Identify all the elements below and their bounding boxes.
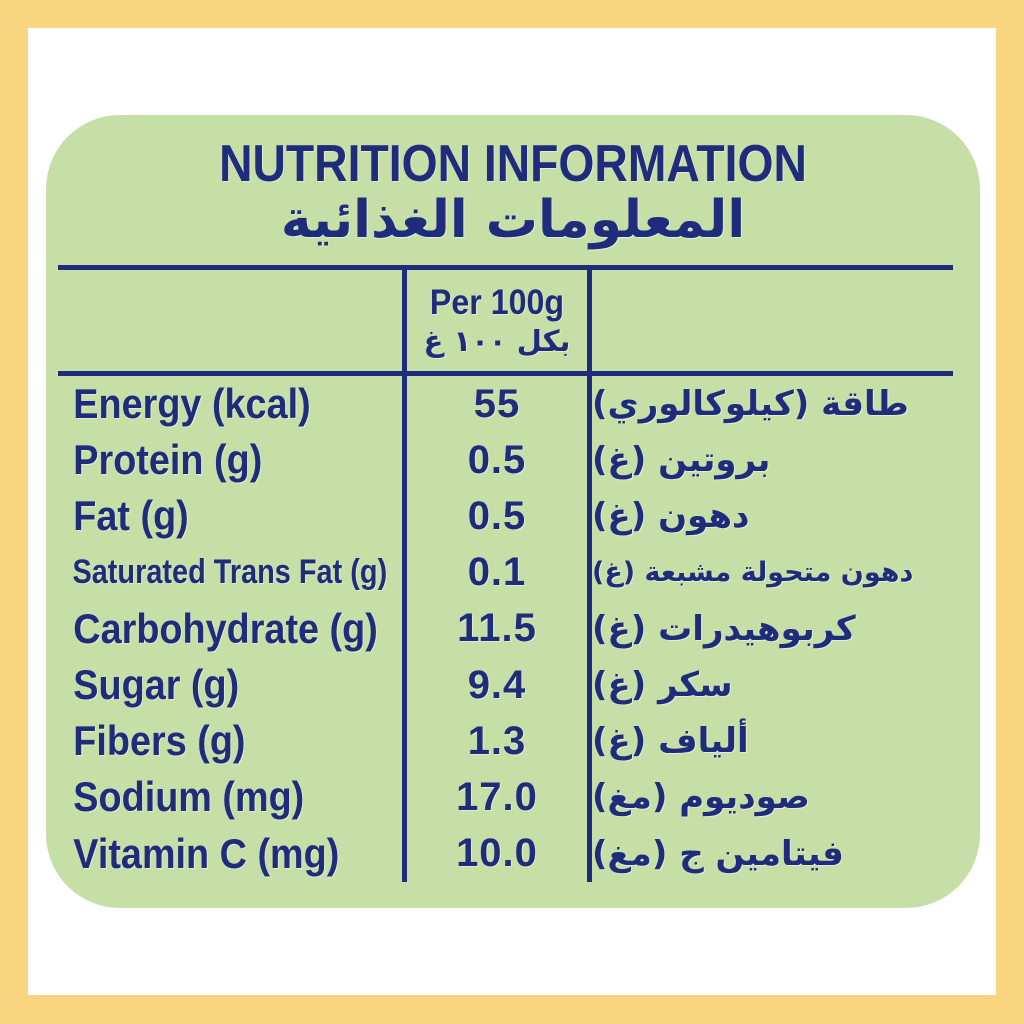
nutrient-name-english: Sodium (mg)	[73, 773, 305, 821]
nutrition-panel: NUTRITION INFORMATION المعلومات الغذائية…	[46, 115, 980, 908]
nutrient-value-per-100g: 55	[402, 376, 592, 433]
nutrient-name-english: Carbohydrate (g)	[73, 604, 378, 652]
nutrient-name-arabic: طاقة (كيلوكالوري)	[592, 384, 909, 425]
nutrient-name-english: Sugar (g)	[73, 661, 240, 709]
nutrient-name-english: Protein (g)	[73, 436, 263, 484]
nutrient-name-arabic: سكر (غ)	[592, 665, 733, 706]
nutrient-name-arabic: دهون (غ)	[592, 496, 750, 537]
table-header-row: Per 100g بكل ١٠٠ غ	[58, 270, 953, 376]
nutrient-name-arabic: كربوهيدرات (غ)	[592, 608, 856, 649]
nutrient-name-english: Fat (g)	[73, 492, 189, 540]
table-row: Protein (g) 0.5 بروتين (غ)	[58, 432, 953, 489]
nutrient-value-per-100g: 0.5	[402, 488, 592, 545]
header-cell-empty-left	[58, 270, 402, 371]
table-row: Fat (g) 0.5 دهون (غ)	[58, 488, 953, 545]
nutrient-name-english: Vitamin C (mg)	[73, 829, 340, 877]
nutrient-value-per-100g: 1.3	[402, 713, 592, 770]
table-row: Fibers (g) 1.3 ألياف (غ)	[58, 713, 953, 770]
nutrient-name-arabic: ألياف (غ)	[592, 721, 749, 762]
header-cell-empty-right	[592, 270, 953, 371]
nutrition-title-english: NUTRITION INFORMATION	[219, 135, 807, 193]
nutrient-name-arabic: دهون متحولة مشبعة (غ)	[592, 557, 914, 589]
nutrient-name-arabic: فيتامين ج (مغ)	[592, 833, 844, 874]
nutrient-name-english: Fibers (g)	[73, 717, 246, 765]
nutrient-value-per-100g: 10.0	[402, 825, 592, 882]
nutrient-name-english: Energy (kcal)	[73, 380, 311, 428]
white-mat: NUTRITION INFORMATION المعلومات الغذائية…	[28, 28, 996, 995]
table-row: Carbohydrate (g) 11.5 كربوهيدرات (غ)	[58, 600, 953, 657]
table-row: Vitamin C (mg) 10.0 فيتامين ج (مغ)	[58, 825, 953, 882]
table-row: Sugar (g) 9.4 سكر (غ)	[58, 656, 953, 714]
nutrient-value-per-100g: 9.4	[402, 656, 592, 714]
table-row: Energy (kcal) 55 طاقة (كيلوكالوري)	[58, 376, 953, 433]
nutrient-name-english: Saturated Trans Fat (g)	[72, 553, 388, 592]
table-body: Energy (kcal) 55 طاقة (كيلوكالوري) Prote…	[58, 376, 953, 882]
nutrient-name-arabic: بروتين (غ)	[592, 440, 771, 481]
per-100g-label-arabic: بكل ١٠٠ غ	[423, 324, 571, 358]
nutrient-value-per-100g: 11.5	[402, 600, 592, 657]
nutrient-name-arabic: صوديوم (مغ)	[592, 777, 810, 818]
nutrition-title-arabic: المعلومات الغذائية	[280, 189, 746, 250]
per-100g-label-english: Per 100g	[429, 283, 565, 322]
header-cell-per-100g: Per 100g بكل ١٠٠ غ	[402, 270, 592, 371]
nutrition-table: Per 100g بكل ١٠٠ غ Energy (kcal) 55 طاقة…	[58, 265, 953, 882]
table-row: Sodium (mg) 17.0 صوديوم (مغ)	[58, 769, 953, 826]
nutrient-value-per-100g: 17.0	[402, 769, 592, 826]
nutrient-value-per-100g: 0.1	[402, 544, 592, 601]
nutrient-value-per-100g: 0.5	[402, 432, 592, 489]
table-row: Saturated Trans Fat (g) 0.1 دهون متحولة …	[58, 544, 953, 601]
